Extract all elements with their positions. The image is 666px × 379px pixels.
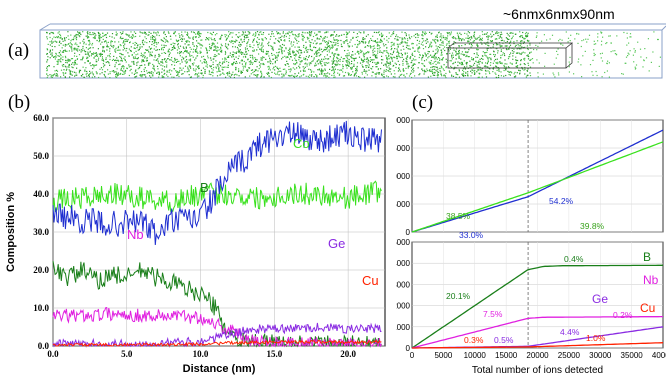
series-line-nb	[411, 315, 663, 349]
tube-edge	[39, 23, 51, 31]
y-tick-label: 20.0	[33, 265, 49, 275]
y-tick-label: 4000	[396, 259, 411, 268]
y-tick-label: 60.0	[33, 113, 49, 123]
ion-count-chart: 0500010000150002000001000200030004000500…	[396, 116, 666, 376]
percent-annotation: 38.5%	[446, 211, 471, 221]
roi-box-side	[565, 43, 573, 69]
percent-annotation: 0.4%	[564, 254, 584, 264]
atom-map	[39, 23, 666, 79]
x-tick-label: 5.0	[121, 349, 133, 359]
percent-annotation: 0.3%	[464, 335, 484, 345]
y-tick-label: 30.0	[33, 227, 49, 237]
x-tick-label: 40000	[652, 351, 666, 360]
y-tick-label: 0.0	[38, 341, 50, 351]
series-label-cu: Cu	[640, 301, 655, 315]
panel-a-label: (a)	[8, 40, 30, 61]
percent-annotation: 54.2%	[549, 196, 574, 206]
series-label-cu: Cu	[362, 273, 379, 288]
box-dims-label: ~6nmx6nmx90nm	[503, 6, 615, 22]
series-line-fe	[52, 120, 382, 246]
x-axis-label: Distance (nm)	[183, 363, 256, 375]
percent-annotation: 33.0%	[459, 230, 484, 240]
x-axis-label: Total number of ions detected	[472, 365, 603, 376]
series-line-fe	[411, 129, 664, 233]
percent-annotation: 1.0%	[586, 333, 606, 343]
y-tick-label: 0	[406, 344, 411, 353]
y-tick-label: 3000	[396, 280, 411, 289]
series-label-nb: Nb	[127, 227, 144, 242]
x-tick-label: 10.0	[193, 349, 209, 359]
tube-outline	[39, 29, 663, 79]
y-tick-label: 5000	[396, 238, 411, 247]
x-tick-label: 20000	[526, 351, 549, 360]
atom-dots	[46, 31, 661, 79]
x-tick-label: 25000	[558, 351, 581, 360]
y-tick-label: 0	[406, 228, 411, 237]
composition-profile-chart: 0.0 10.0 20.0 30.0 40.0 50.0 60.0 0.0 5.0 10.0 15.…	[5, 113, 386, 375]
series-line-nb	[52, 307, 382, 348]
series-line-cu	[412, 342, 664, 349]
y-tick-label: 15000	[396, 144, 411, 153]
series-label-b: B	[200, 180, 209, 195]
percent-annotation: 4.4%	[560, 327, 580, 337]
roi-box	[447, 47, 567, 69]
x-tick-label: 15000	[495, 351, 518, 360]
x-tick-label: 0.0	[47, 349, 59, 359]
percent-annotation: 7.5%	[483, 309, 503, 319]
percent-annotation: 0.5%	[494, 335, 514, 345]
y-tick-label: 1000	[396, 323, 411, 332]
x-tick-label: 5000	[434, 351, 452, 360]
y-tick-label: 20000	[396, 116, 411, 125]
y-axis-label: Composition %	[5, 192, 17, 272]
x-tick-label: 0	[410, 351, 415, 360]
series-label-ge: Ge	[328, 236, 345, 251]
series-label-b: B	[643, 250, 651, 264]
percent-annotation: 0.2%	[613, 310, 633, 320]
x-tick-label: 15.0	[266, 349, 282, 359]
panel-c-label: (c)	[412, 92, 434, 113]
x-tick-label: 35000	[621, 351, 644, 360]
x-tick-label: 30000	[589, 351, 612, 360]
series-line-cu	[52, 339, 382, 347]
series-label-co: Co	[293, 136, 310, 151]
x-tick-label: 10000	[464, 351, 487, 360]
percent-annotation: 20.1%	[446, 291, 471, 301]
series-label-ge: Ge	[592, 292, 608, 306]
panel-b-label: (b)	[8, 92, 31, 113]
y-tick-label: 40.0	[33, 189, 49, 199]
y-tick-label: 5000	[396, 200, 411, 209]
x-tick-label: 20.0	[340, 349, 356, 359]
series-line-co	[52, 180, 382, 213]
tube-edge	[661, 25, 666, 31]
y-tick-label: 2000	[396, 302, 411, 311]
y-tick-label: 10.0	[33, 303, 49, 313]
series-label-nb: Nb	[643, 273, 659, 287]
series-line-co	[411, 141, 664, 233]
series-line-b	[411, 264, 663, 349]
roi-box-top	[447, 42, 574, 49]
y-tick-label: 10000	[396, 172, 411, 181]
y-tick-label: 50.0	[33, 151, 49, 161]
percent-annotation: 39.8%	[580, 221, 605, 231]
